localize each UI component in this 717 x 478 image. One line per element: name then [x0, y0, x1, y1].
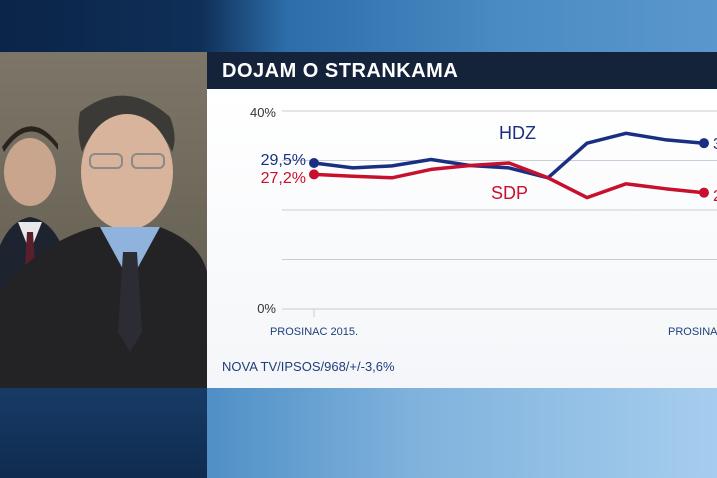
- data-point-sdp: [309, 169, 319, 180]
- bottom-right-background: [207, 388, 717, 478]
- top-background: [0, 0, 717, 52]
- y-tick-label: 0%: [257, 301, 276, 316]
- sdp-legend-label: SDP: [491, 183, 528, 203]
- data-point-hdz: [699, 138, 709, 149]
- hdz-start-label: 29,5%: [261, 152, 306, 169]
- x-tick-label: PROSINAC 2015.: [270, 326, 358, 338]
- title-bar: [207, 52, 717, 89]
- chart-panel: [207, 89, 717, 388]
- hdz-legend-label: HDZ: [499, 123, 536, 143]
- hdz-end-label: 3: [713, 136, 717, 153]
- data-point-hdz: [309, 157, 319, 168]
- sdp-start-label: 27,2%: [261, 170, 306, 187]
- x-tick-label: PROSINAC: [668, 326, 717, 338]
- data-point-sdp: [699, 187, 709, 198]
- source-note: NOVA TV/IPSOS/968/+/-3,6%: [222, 359, 395, 374]
- series-line-hdz: [313, 131, 705, 180]
- series-line-sdp: [313, 161, 705, 200]
- politicians-photo: [0, 52, 207, 388]
- sdp-end-label: 2: [713, 188, 717, 205]
- y-tick-label: 40%: [250, 105, 276, 120]
- chart-title: DOJAM O STRANKAMA: [222, 60, 459, 82]
